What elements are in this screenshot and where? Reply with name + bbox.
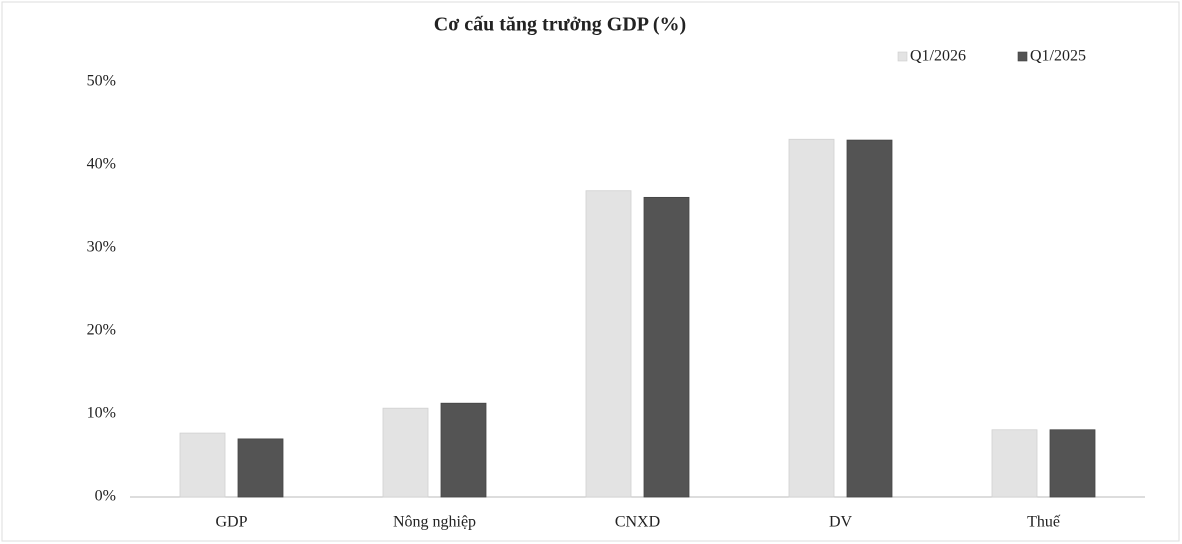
bar: [788, 138, 835, 498]
bar: [991, 429, 1038, 498]
x-tick-label: DV: [829, 514, 853, 531]
x-tick-label: Thuế: [1027, 514, 1061, 531]
chart-title: Cơ cấu tăng trưởng GDP (%): [434, 14, 686, 36]
y-tick-label: 0%: [95, 488, 116, 505]
x-tick-label: CNXD: [615, 514, 660, 531]
y-tick-label: 40%: [87, 156, 116, 173]
y-tick-label: 50%: [87, 73, 116, 90]
y-tick-label: 30%: [87, 239, 116, 256]
legend-swatch: [897, 51, 908, 62]
bar: [440, 402, 487, 498]
bar: [1049, 429, 1096, 498]
bar: [179, 432, 226, 498]
legend-label: Q1/2025: [1030, 48, 1086, 65]
bar: [382, 407, 429, 498]
bar: [237, 438, 284, 498]
bar: [585, 190, 632, 498]
legend-label: Q1/2026: [910, 48, 966, 65]
y-tick-label: 10%: [87, 405, 116, 422]
y-tick-label: 20%: [87, 322, 116, 339]
x-tick-label: GDP: [215, 514, 247, 531]
bar: [643, 196, 690, 498]
legend-swatch: [1017, 51, 1028, 62]
x-tick-label: Nông nghiệp: [393, 514, 476, 531]
bar: [846, 139, 893, 498]
